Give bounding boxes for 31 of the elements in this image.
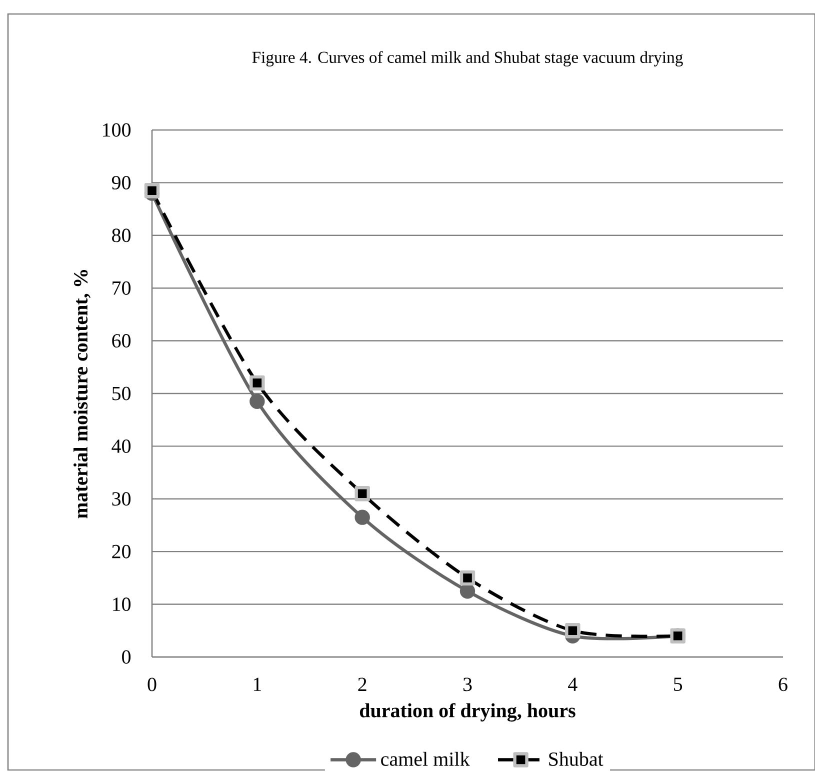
chart-title: Figure 4. Curves of camel milk and Shubat stage vacuum drying xyxy=(252,51,683,66)
point xyxy=(565,623,580,638)
legend-label: Shubat xyxy=(549,752,604,766)
x-axis-title: duration of drying, hours xyxy=(360,703,576,722)
point xyxy=(460,570,476,586)
y-tick-label: 30 xyxy=(112,492,131,506)
y-axis-title: material moisture content, % xyxy=(73,270,90,518)
point xyxy=(354,486,370,502)
y-tick-label: 50 xyxy=(112,386,131,400)
y-tick-label: 0 xyxy=(122,650,131,664)
y-tick-label: 20 xyxy=(112,544,131,558)
point xyxy=(250,375,265,391)
x-tick-label: 5 xyxy=(674,678,682,691)
legend-label: camel milk xyxy=(381,752,470,766)
y-tick-label: 40 xyxy=(112,439,131,453)
x-tick-label: 3 xyxy=(463,678,472,692)
x-tick-label: 4 xyxy=(568,678,578,691)
point xyxy=(460,584,476,599)
point xyxy=(250,394,265,409)
x-tick-label: 0 xyxy=(148,678,156,692)
y-tick-label: 90 xyxy=(112,176,131,190)
y-tick-label: 10 xyxy=(113,598,131,612)
x-tick-label: 6 xyxy=(778,678,788,692)
y-tick-label: 80 xyxy=(112,228,131,242)
x-tick-label: 2 xyxy=(358,678,366,691)
y-tick-label: 60 xyxy=(112,334,131,348)
x-tick-label: 1 xyxy=(254,678,261,691)
y-tick-label: 100 xyxy=(103,123,131,137)
point xyxy=(144,182,160,198)
point xyxy=(354,510,370,525)
y-tick-label: 70 xyxy=(112,281,131,295)
